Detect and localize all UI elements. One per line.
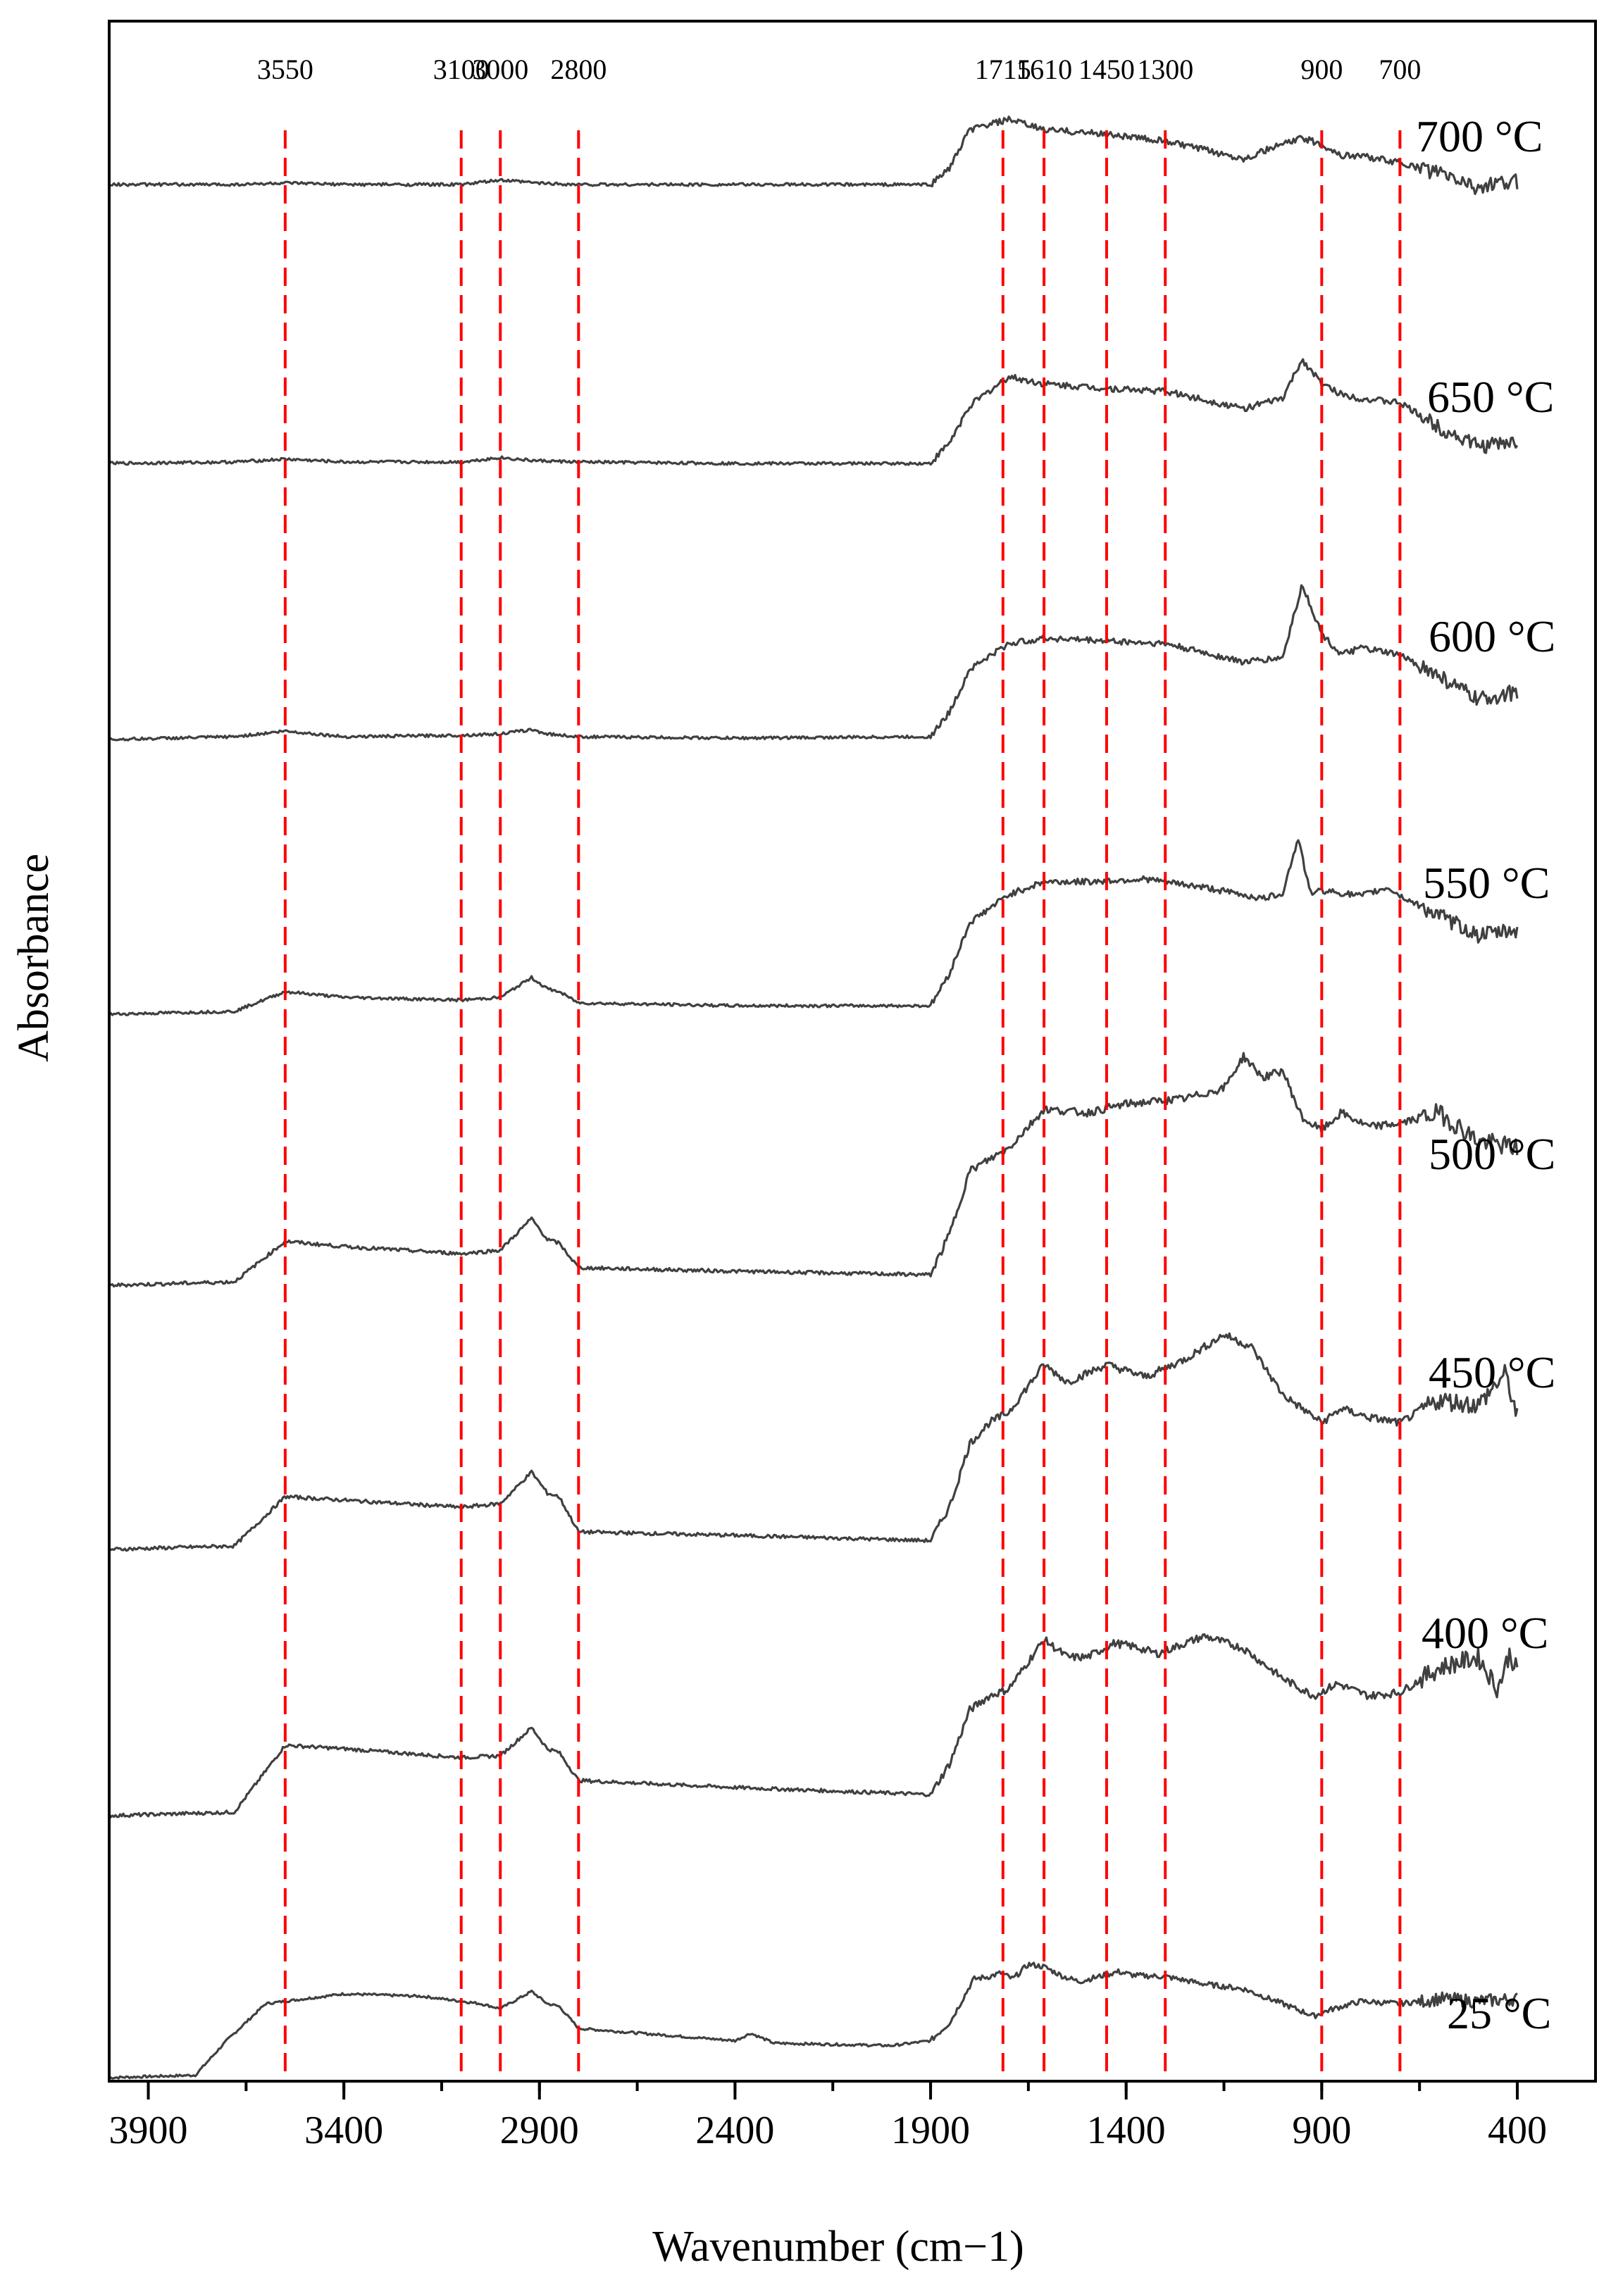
reference-label: 2800 bbox=[550, 54, 607, 85]
reference-label: 1610 bbox=[1016, 54, 1072, 85]
labels-group: Wavenumber (cm−1) Absorbance bbox=[10, 854, 1024, 2271]
x-axis-title: Wavenumber (cm−1) bbox=[652, 2223, 1024, 2271]
x-tick-label: 1900 bbox=[891, 2109, 970, 2152]
series-line bbox=[108, 1332, 1519, 1552]
x-tick-label: 2900 bbox=[500, 2109, 579, 2152]
reference-label: 1715 bbox=[975, 54, 1031, 85]
series-line bbox=[108, 1633, 1519, 1818]
series-line bbox=[108, 358, 1519, 466]
x-tick-label: 400 bbox=[1488, 2109, 1547, 2152]
reference-label: 3550 bbox=[257, 54, 313, 85]
series-label: 500 °C bbox=[1429, 1129, 1555, 1179]
reference-label: 900 bbox=[1300, 54, 1343, 85]
y-axis-title: Absorbance bbox=[10, 854, 58, 1062]
reference-label: 700 bbox=[1379, 54, 1421, 85]
x-tick-label: 3900 bbox=[109, 2109, 188, 2152]
series-line bbox=[108, 1052, 1519, 1288]
series-label: 400 °C bbox=[1422, 1608, 1548, 1658]
reference-label: 1450 bbox=[1078, 54, 1135, 85]
series-group: 25 °C 400 °C 450 °C 500 °C 550 °C 600 °C 650 °… bbox=[108, 111, 1555, 2080]
x-tick-label: 900 bbox=[1292, 2109, 1351, 2152]
series-label: 450 °C bbox=[1429, 1347, 1555, 1397]
series-label: 25 °C bbox=[1447, 1988, 1551, 2038]
series-label: 600 °C bbox=[1429, 611, 1555, 661]
series-label: 550 °C bbox=[1423, 858, 1550, 908]
series-label: 650 °C bbox=[1427, 372, 1554, 422]
x-tick-label: 1400 bbox=[1087, 2109, 1166, 2152]
reference-label: 3000 bbox=[472, 54, 528, 85]
reference-label: 3100 bbox=[433, 54, 490, 85]
reference-label: 1300 bbox=[1137, 54, 1193, 85]
x-tick-label: 2400 bbox=[695, 2109, 774, 2152]
series-label: 700 °C bbox=[1416, 111, 1543, 161]
series-line bbox=[108, 1961, 1518, 2080]
series-line bbox=[108, 116, 1519, 195]
plot-frame bbox=[108, 20, 1597, 2083]
axes-group: 3900 3400 2900 2400 1900 1400 900 400 bbox=[108, 20, 1597, 2152]
series-line bbox=[108, 839, 1519, 1016]
x-tick-label: 3400 bbox=[304, 2109, 383, 2152]
series-line bbox=[108, 584, 1519, 742]
